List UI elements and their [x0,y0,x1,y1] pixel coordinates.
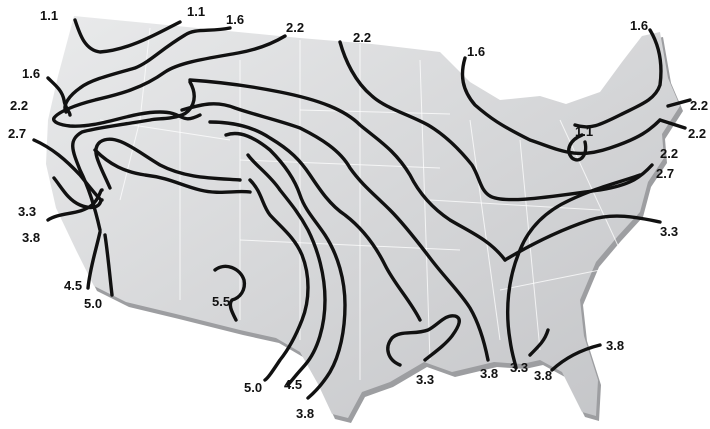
contour-label: 1.6 [226,12,244,27]
contour-label: 3.3 [510,360,528,375]
contour-label: 2.2 [10,98,28,113]
contour-labels: 1.1 1.1 1.6 2.2 2.2 1.6 1.6 1.6 2.2 2.7 … [8,4,708,421]
contour-label: 1.1 [187,4,205,19]
contour-line [188,78,507,262]
contour-label: 3.8 [534,368,552,383]
contour-line [246,153,327,387]
contour-label: 5.5 [212,294,230,309]
contour-label: 1.6 [630,18,648,33]
contour-label: 3.8 [296,406,314,421]
contour-line [93,148,252,195]
contour-line [528,328,550,357]
contour-line [52,34,287,128]
contour-label: 3.8 [22,230,40,245]
contour-line [460,56,662,156]
contour-label: 1.1 [575,124,593,139]
contour-line [103,233,114,297]
contour-label: 3.3 [416,372,434,387]
contour-label: 4.5 [284,377,302,392]
contour-label: 3.8 [480,366,498,381]
contour-line [666,98,692,108]
contour-line [180,102,490,362]
contour-label: 5.0 [244,380,262,395]
contour-line [208,120,422,322]
contour-line [86,230,102,290]
contour-line [213,264,247,322]
contour-label: 2.2 [353,30,371,45]
contour-line [505,173,642,370]
contour-line [503,214,662,262]
us-land-outline [46,16,680,418]
contour-label: 3.3 [18,204,36,219]
contour-label: 1.6 [22,66,40,81]
contour-label: 1.6 [467,44,485,59]
contour-line [386,314,461,367]
contour-line [248,178,310,382]
contour-line [46,76,72,117]
contour-line [224,131,347,400]
contour-line [567,133,588,162]
contour-label: 2.2 [688,126,706,141]
contour-line [94,137,242,190]
contour-label: 1.1 [40,8,58,23]
contour-label: 2.2 [690,98,708,113]
contour-label: 2.7 [656,166,674,181]
contour-label: 2.2 [286,20,304,35]
contour-line [52,176,103,210]
contour-line [338,40,654,202]
contour-line [71,80,196,232]
contour-line [63,26,232,114]
contour-line [73,18,182,54]
contour-lines [32,18,692,400]
contour-label: 4.5 [64,278,82,293]
contour-label: 2.2 [660,146,678,161]
contour-line [573,28,663,129]
contour-line [658,118,687,130]
contour-label: 5.0 [84,296,102,311]
contour-label: 3.3 [660,224,678,239]
contour-label: 2.7 [8,126,26,141]
contour-label: 3.8 [606,338,624,353]
contour-line [550,343,602,372]
